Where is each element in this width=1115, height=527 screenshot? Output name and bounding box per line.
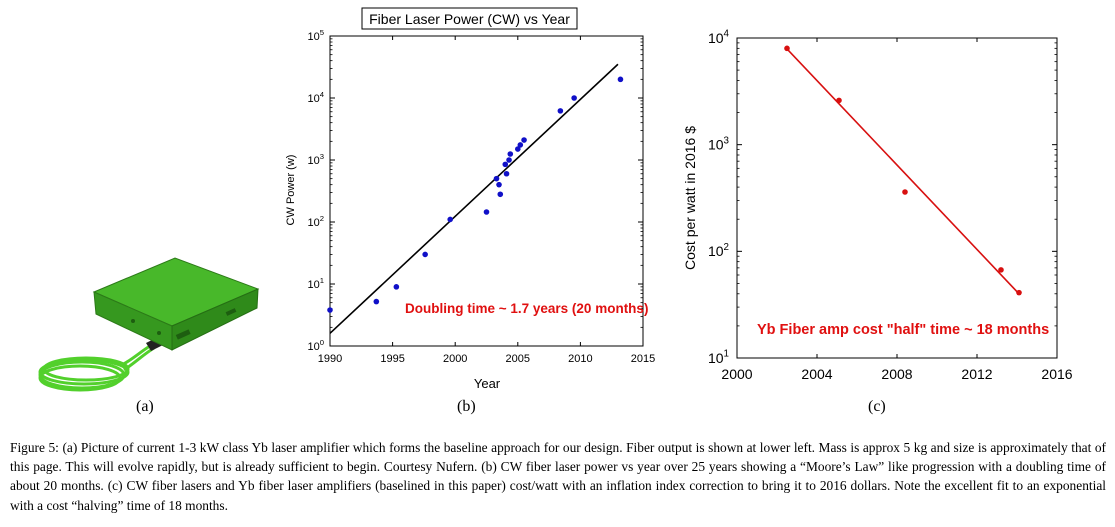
subfigure-label-b: (b): [457, 398, 476, 415]
x-tick-label: 2012: [961, 366, 992, 382]
data-point: [493, 175, 500, 182]
data-point: [373, 298, 380, 305]
y-tick-label: 103: [307, 152, 324, 167]
chart-c-points: [784, 45, 1022, 296]
y-tick-label: 104: [708, 29, 730, 46]
y-tick-label: 102: [307, 214, 324, 229]
data-point: [521, 137, 527, 143]
amplifier-case-side: [171, 288, 259, 351]
data-point: [496, 181, 502, 188]
fit-line: [329, 63, 619, 334]
x-tick-label: 2015: [631, 353, 655, 365]
chart-b-x-axis-label: Year: [474, 376, 501, 391]
chart-c-plot-area: [736, 37, 1058, 359]
figure-canvas: Fiber Laser Power (CW) vs Year 1990 1995 2…: [38, 7, 1073, 392]
chart-power-vs-year: Fiber Laser Power (CW) vs Year 1990 1995 2…: [285, 7, 655, 391]
chart-b-x-axis: 1990 1995 2000 2005 2010 2015: [318, 36, 655, 365]
x-tick-label: 2004: [801, 366, 832, 382]
y-tick-label: 101: [708, 349, 729, 366]
data-point: [557, 108, 564, 114]
subfigure-label-a: (a): [136, 398, 154, 415]
chart-b-points: [327, 76, 624, 313]
data-point: [836, 97, 842, 104]
x-tick-label: 2005: [506, 353, 530, 365]
data-point: [506, 157, 512, 163]
y-tick-label: 102: [708, 242, 729, 259]
chart-b-plot-area: [329, 35, 644, 347]
chart-b-fit-line: [329, 63, 619, 334]
amplifier-screw-icon: [131, 319, 135, 323]
data-point: [902, 189, 908, 195]
data-point: [503, 170, 510, 177]
data-point: [515, 146, 521, 152]
chart-c-y-axis: 101 102 103 104: [708, 29, 1057, 366]
data-point: [447, 216, 453, 223]
data-point: [517, 142, 524, 148]
amplifier-screw-icon: [157, 331, 161, 335]
data-point: [617, 76, 624, 83]
y-tick-label: 103: [708, 135, 730, 152]
data-point: [393, 284, 400, 290]
data-point: [998, 267, 1004, 273]
subfigure-label-c: (c): [868, 398, 886, 415]
chart-c-annotation: Yb Fiber amp cost "half" time ~ 18 month…: [757, 322, 1049, 338]
x-tick-label: 2010: [568, 353, 592, 365]
chart-b-annotation: Doubling time ~ 1.7 years (20 months): [405, 301, 648, 316]
x-tick-label: 2000: [721, 366, 752, 382]
data-point: [422, 251, 428, 258]
data-point: [483, 209, 490, 215]
y-tick-label: 104: [307, 90, 324, 105]
amplifier-port-icon: [225, 308, 237, 316]
fiber-coil-icon: [38, 344, 155, 392]
chart-b-y-axis: 100 101 102 103 104 105: [307, 28, 643, 353]
chart-b-y-axis-label: CW Power (w): [285, 155, 297, 226]
x-tick-label: 2016: [1041, 366, 1072, 382]
x-tick-label: 1995: [380, 353, 404, 365]
chart-c-fit-line: [786, 48, 1020, 295]
y-tick-label: 105: [307, 28, 324, 43]
chart-cost-per-watt: 2000 2004 2008 2012 2016 101 102 103 104 Cost p…: [682, 29, 1073, 382]
chart-c-x-axis: 2000 2004 2008 2012 2016: [721, 38, 1073, 382]
data-point: [571, 95, 577, 101]
chart-c-y-axis-label: Cost per watt in 2016 $: [682, 126, 698, 270]
x-tick-label: 2008: [881, 366, 912, 382]
amplifier-port-icon: [175, 329, 191, 340]
laser-amplifier-photo: [38, 257, 260, 392]
data-point: [507, 151, 514, 157]
data-point: [1016, 289, 1022, 296]
y-tick-label: 100: [307, 338, 324, 353]
data-point: [784, 45, 790, 52]
x-tick-label: 1990: [318, 353, 342, 365]
figure-caption: Figure 5: (a) Picture of current 1-3 kW …: [10, 440, 1106, 513]
y-tick-label: 101: [307, 276, 324, 291]
data-point: [327, 307, 333, 313]
chart-b-title-box: [361, 7, 578, 30]
data-point: [502, 161, 509, 168]
data-point: [497, 191, 504, 198]
chart-b-title: Fiber Laser Power (CW) vs Year: [369, 11, 570, 27]
fit-line: [786, 48, 1020, 295]
x-tick-label: 2000: [443, 353, 467, 365]
